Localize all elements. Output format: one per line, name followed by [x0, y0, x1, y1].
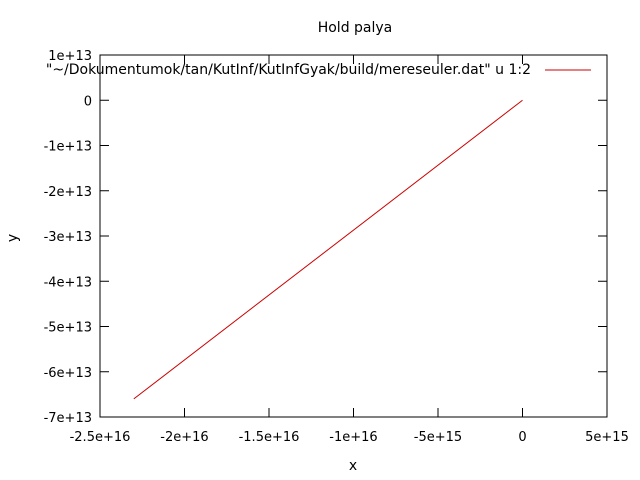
- chart-title: Hold palya: [318, 20, 393, 36]
- plot-border: [99, 54, 608, 418]
- x-tick-label: 5e+15: [585, 430, 629, 445]
- y-tick-label: -6e+13: [44, 366, 92, 381]
- x-tick-label: 0: [518, 430, 526, 445]
- x-tick-label: -5e+15: [414, 430, 462, 445]
- plot-frame: [99, 54, 608, 418]
- legend: "~/Dokumentumok/tan/KutInf/KutInfGyak/bu…: [46, 62, 591, 78]
- y-tick-label: -7e+13: [44, 411, 92, 426]
- y-tick-label: 1e+13: [48, 49, 92, 64]
- y-tick-label: -5e+13: [44, 321, 92, 336]
- legend-label: "~/Dokumentumok/tan/KutInf/KutInfGyak/bu…: [46, 62, 531, 78]
- y-tick-label: -4e+13: [44, 275, 92, 290]
- y-tick-label: -1e+13: [44, 140, 92, 155]
- y-tick-label: 0: [84, 94, 92, 109]
- series-line: [133, 99, 523, 400]
- x-axis: -2.5e+16 -2e+16 -1.5e+16 -1e+16 -5e+15 0 5e+15: [70, 55, 629, 445]
- series-layer: [133, 99, 523, 400]
- y-tick-label: -2e+13: [44, 185, 92, 200]
- x-tick-label: -2e+16: [160, 430, 208, 445]
- x-tick-label: -2.5e+16: [70, 430, 131, 445]
- y-axis-label: y: [5, 234, 21, 242]
- x-tick-label: -1e+16: [329, 430, 377, 445]
- y-tick-label: -3e+13: [44, 230, 92, 245]
- x-axis-label: x: [349, 458, 357, 474]
- x-tick-label: -1.5e+16: [239, 430, 300, 445]
- y-axis: 1e+13 0 -1e+13 -2e+13 -3e+13 -4e+13 -5e+13 -6e+…: [44, 49, 607, 426]
